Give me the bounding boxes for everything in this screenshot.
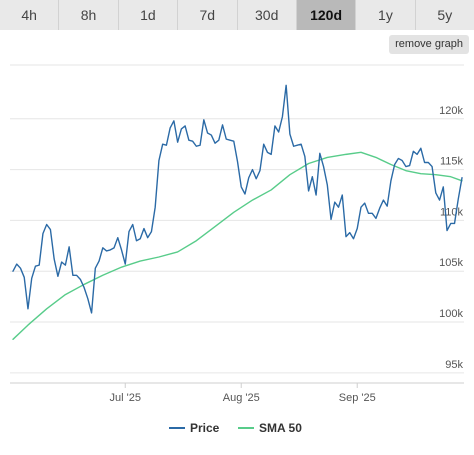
legend: Price SMA 50 bbox=[169, 421, 302, 435]
tab-4h[interactable]: 4h bbox=[0, 0, 60, 30]
tab-5y[interactable]: 5y bbox=[437, 7, 453, 23]
tab-120d[interactable]: 120d bbox=[296, 0, 357, 30]
remove-graph-button[interactable]: remove graph bbox=[389, 35, 469, 54]
time-range-tabs: 4h 8h 1d 7d 30d 120d 1y 5y bbox=[0, 0, 474, 30]
tab-1d[interactable]: 1d bbox=[119, 0, 179, 30]
y-tick-label: 105k bbox=[439, 257, 463, 269]
legend-label: SMA 50 bbox=[259, 421, 302, 435]
legend-label: Price bbox=[190, 421, 220, 435]
series-lines bbox=[12, 84, 463, 341]
y-tick-label: 110k bbox=[440, 206, 464, 218]
grid-lines bbox=[10, 64, 464, 384]
y-tick-label: 95k bbox=[445, 359, 463, 371]
tab-1y[interactable]: 1y bbox=[356, 0, 416, 30]
y-tick-label: 100k bbox=[439, 308, 463, 320]
series-line-price bbox=[12, 84, 463, 314]
y-tick-label: 120k bbox=[439, 105, 463, 117]
series-line-sma-50 bbox=[12, 151, 463, 341]
y-tick-label: 115k bbox=[440, 156, 464, 168]
x-tick-label: Aug '25 bbox=[223, 392, 260, 404]
x-tick-label: Jul '25 bbox=[110, 392, 141, 404]
x-tick-label: Sep '25 bbox=[339, 392, 376, 404]
legend-item-sma-50[interactable]: SMA 50 bbox=[238, 421, 302, 435]
y-axis-labels: 95k 100k 105k 110k 115k 120k bbox=[439, 105, 463, 371]
tab-7d[interactable]: 7d bbox=[178, 0, 238, 30]
tab-30d[interactable]: 30d bbox=[238, 0, 297, 30]
tab-8h[interactable]: 8h bbox=[59, 0, 119, 30]
x-axis-labels: Jul '25 Aug '25 Sep '25 bbox=[110, 383, 376, 404]
legend-item-price[interactable]: Price bbox=[169, 421, 220, 435]
